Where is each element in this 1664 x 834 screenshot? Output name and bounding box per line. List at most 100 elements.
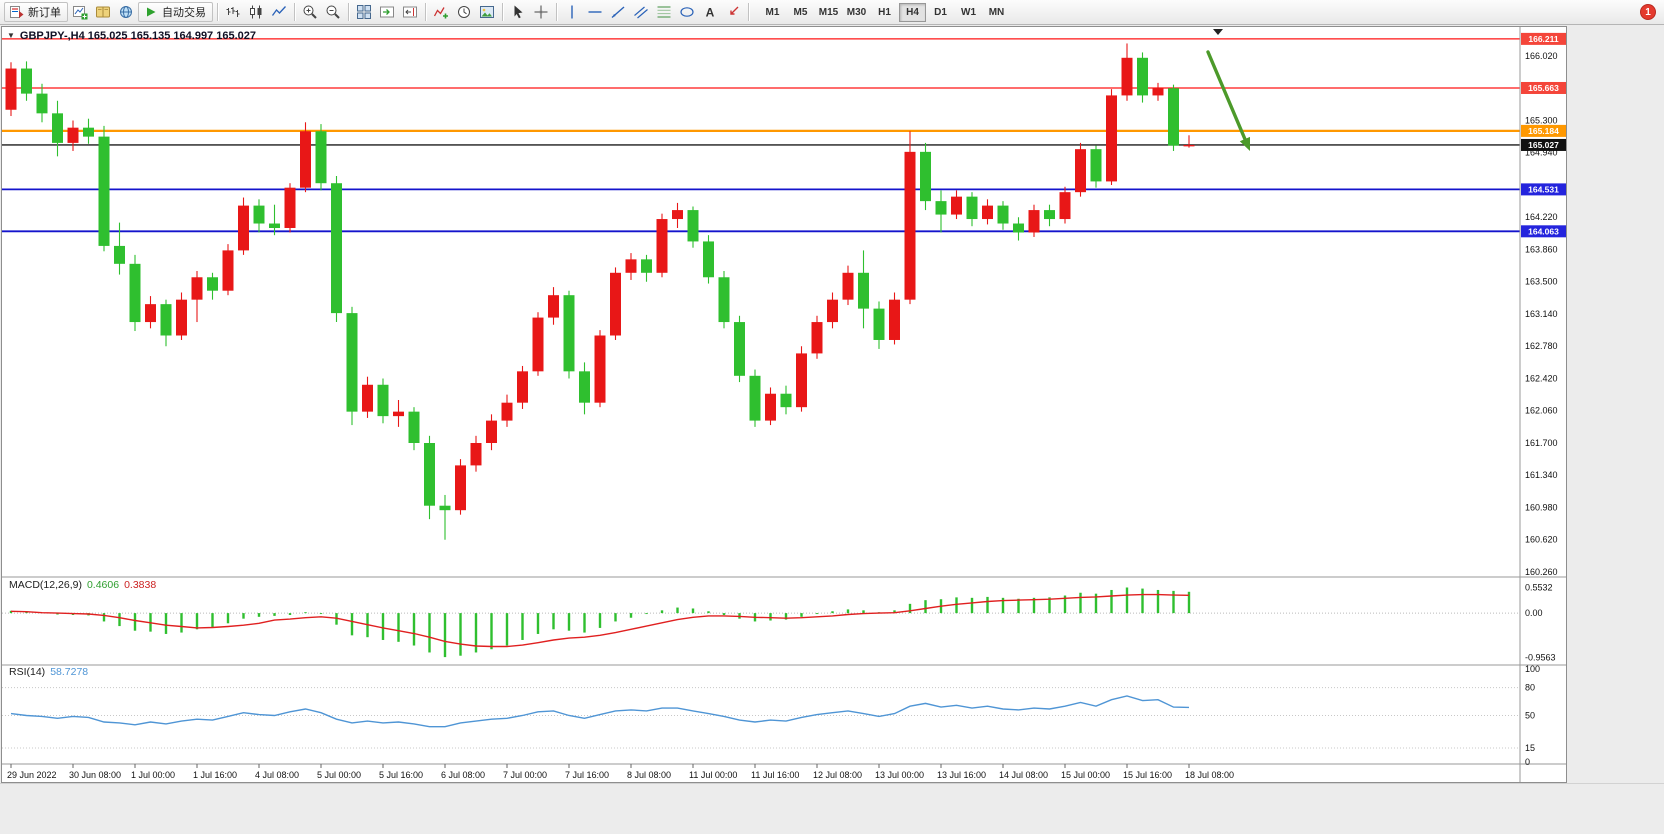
arrow-annotation[interactable] [1206,50,1250,151]
chart-window: 166.020 165.300 164.940 164.220 163.860 163.5… [1,26,1567,783]
zoom-in-button[interactable] [299,2,321,22]
timeframe-h4[interactable]: H4 [899,2,926,22]
chart-shift-button[interactable] [399,2,421,22]
fibo-icon [656,4,672,20]
zoom-in-icon [302,4,318,20]
candlesticks [5,43,1195,540]
svg-text:11 Jul 16:00: 11 Jul 16:00 [751,770,799,780]
svg-text:166.020: 166.020 [1525,51,1558,61]
toolbar-separator [425,3,426,21]
text-icon: A [702,4,718,20]
play-icon [143,4,159,20]
candles-icon [248,4,264,20]
svg-text:A: A [706,6,715,20]
vertical-line-button[interactable] [561,2,583,22]
timeframe-mn[interactable]: MN [988,6,1005,18]
timeframe-m1[interactable]: M1 [765,6,780,18]
data-window-button[interactable] [115,2,137,22]
new-order-button[interactable]: 新订单 [4,2,68,22]
toolbar-separator [502,3,503,21]
arrows-button[interactable] [722,2,744,22]
tile-windows-button[interactable] [353,2,375,22]
timeframe-w1[interactable]: W1 [961,6,976,18]
svg-text:164.063: 164.063 [1528,227,1559,237]
equidistant-channel-button[interactable] [630,2,652,22]
chart-shift-marker [1213,29,1223,35]
svg-text:15 Jul 00:00: 15 Jul 00:00 [1061,770,1110,780]
svg-text:5 Jul 16:00: 5 Jul 16:00 [379,770,423,780]
timeframes-toolbar: M1 M5 M15 M30 H1 H4 D1 W1 MN [759,2,1010,22]
svg-text:5 Jul 00:00: 5 Jul 00:00 [317,770,361,780]
candlestick-chart-button[interactable] [245,2,267,22]
svg-text:4 Jul 08:00: 4 Jul 08:00 [255,770,299,780]
auto-scroll-button[interactable] [376,2,398,22]
tile-icon [356,4,372,20]
fibonacci-button[interactable] [653,2,675,22]
svg-text:6 Jul 08:00: 6 Jul 08:00 [441,770,485,780]
text-label-button[interactable]: A [699,2,721,22]
svg-text:165.027: 165.027 [1528,140,1559,150]
profiles-button[interactable] [92,2,114,22]
svg-text:30 Jun 08:00: 30 Jun 08:00 [69,770,121,780]
price-tags: 166.211 165.663 165.184 165.027 164.531 164.0… [1521,32,1566,238]
svg-text:100: 100 [1525,664,1540,674]
macd-indicator: 0.5532 0.00 -0.9563 [2,583,1556,662]
zoom-out-icon [325,4,341,20]
rsi-value: 58.7278 [50,666,89,678]
toolbar-separator [217,3,218,21]
timeframe-m30[interactable]: M30 [846,6,867,18]
timeframe-m15[interactable]: M15 [818,6,839,18]
time-axis: 29 Jun 2022 30 Jun 08:00 1 Jul 00:00 1 Jul … [7,764,1234,780]
bar-chart-button[interactable] [222,2,244,22]
svg-text:160.620: 160.620 [1525,535,1558,545]
line-chart-button[interactable] [268,2,290,22]
chart-plot-area[interactable] [2,27,1520,577]
autotrade-button[interactable]: 自动交易 [138,2,213,22]
chart-add-icon [72,4,88,20]
price-tag-164.063 [1521,225,1566,238]
trendline-button[interactable] [607,2,629,22]
shift-icon [402,4,418,20]
price-axis: 166.020 165.300 164.940 164.220 163.860 163.5… [1525,51,1558,577]
indicators-button[interactable] [430,2,452,22]
crosshair-icon [533,4,549,20]
scroll-icon [379,4,395,20]
bottom-status-area [0,783,1664,834]
svg-text:161.340: 161.340 [1525,470,1558,480]
timeframe-d1[interactable]: D1 [934,6,947,18]
chart-title: GBPJPY-,H4 165.025 165.135 164.997 165.0… [19,30,256,42]
trend-icon [610,4,626,20]
periods-button[interactable] [453,2,475,22]
svg-text:164.940: 164.940 [1525,148,1558,158]
clock-icon [456,4,472,20]
price-tag-165.027 [1521,138,1566,151]
svg-text:162.420: 162.420 [1525,373,1558,383]
toolbar-separator [748,3,749,21]
new-chart-button[interactable] [69,2,91,22]
timeframe-m5[interactable]: M5 [793,6,808,18]
zoom-out-button[interactable] [322,2,344,22]
cursor-button[interactable] [507,2,529,22]
svg-text:162.060: 162.060 [1525,406,1558,416]
svg-text:-0.9563: -0.9563 [1525,652,1556,662]
svg-text:163.500: 163.500 [1525,277,1558,287]
template-icon [479,4,495,20]
shapes-button[interactable] [676,2,698,22]
toolbar-separator [348,3,349,21]
macd-main-value: 0.4606 [86,579,120,591]
autotrade-button-label: 自动交易 [162,7,206,19]
svg-text:165.184: 165.184 [1528,126,1559,136]
templates-button[interactable] [476,2,498,22]
horizontal-line-button[interactable] [584,2,606,22]
hline-icon [587,4,603,20]
right-dock-area [1567,26,1664,783]
crosshair-button[interactable] [530,2,552,22]
svg-text:14 Jul 08:00: 14 Jul 08:00 [999,770,1048,780]
one-click-trading-toggle[interactable]: ▼ [7,31,15,40]
svg-text:7 Jul 16:00: 7 Jul 16:00 [565,770,609,780]
timeframe-h1[interactable]: H1 [878,6,891,18]
svg-text:13 Jul 00:00: 13 Jul 00:00 [875,770,924,780]
svg-text:161.700: 161.700 [1525,438,1558,448]
pane-separators[interactable] [2,27,1566,782]
notification-badge[interactable]: 1 [1640,4,1656,20]
